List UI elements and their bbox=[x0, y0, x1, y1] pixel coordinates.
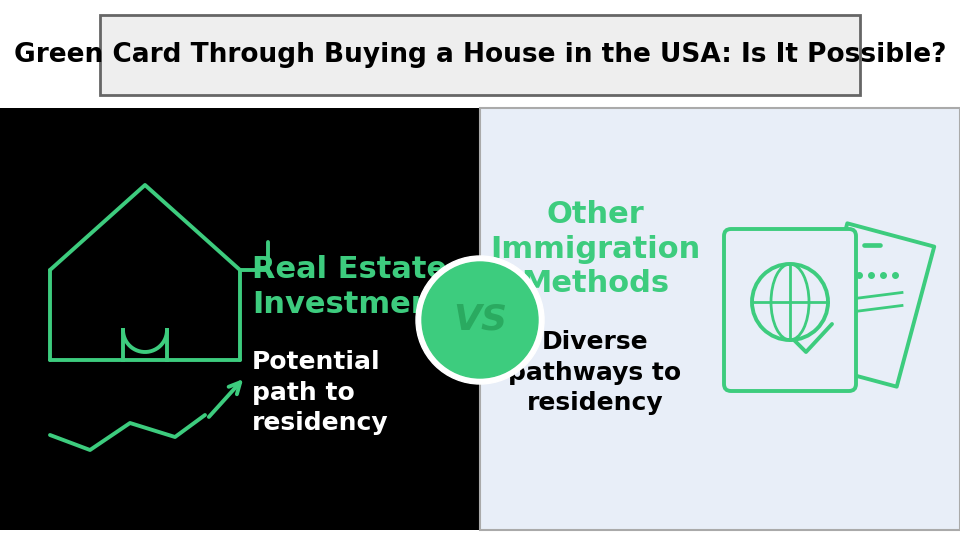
Text: Potential
path to
residency: Potential path to residency bbox=[252, 350, 389, 435]
Bar bbox=[0, 108, 480, 530]
Bar bbox=[480, 108, 960, 530]
Text: Diverse
pathways to
residency: Diverse pathways to residency bbox=[509, 330, 682, 416]
Text: Real Estate
Investment: Real Estate Investment bbox=[252, 255, 447, 319]
Circle shape bbox=[416, 256, 544, 384]
FancyBboxPatch shape bbox=[100, 15, 860, 95]
Text: Green Card Through Buying a House in the USA: Is It Possible?: Green Card Through Buying a House in the… bbox=[13, 42, 947, 68]
Text: Other
Immigration
Methods: Other Immigration Methods bbox=[490, 200, 700, 298]
Text: VS: VS bbox=[453, 303, 507, 337]
Circle shape bbox=[422, 262, 538, 378]
FancyBboxPatch shape bbox=[724, 229, 856, 391]
